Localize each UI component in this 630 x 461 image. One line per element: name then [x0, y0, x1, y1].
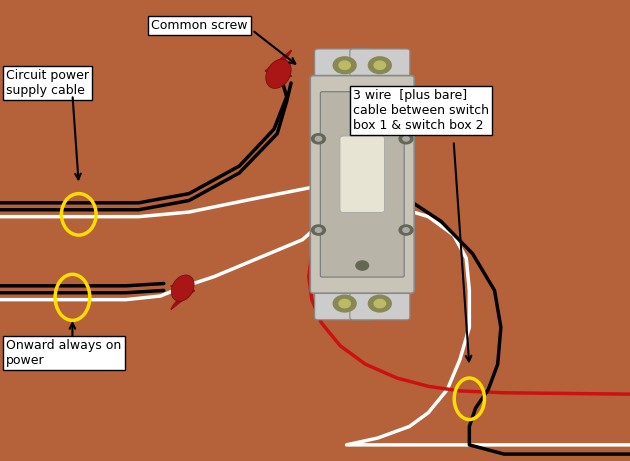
Circle shape	[339, 61, 350, 70]
Circle shape	[399, 225, 413, 235]
FancyBboxPatch shape	[314, 49, 375, 82]
Ellipse shape	[266, 59, 291, 89]
FancyBboxPatch shape	[350, 287, 410, 320]
Circle shape	[369, 295, 391, 312]
Circle shape	[333, 295, 356, 312]
FancyBboxPatch shape	[350, 49, 410, 82]
Circle shape	[311, 134, 325, 144]
Circle shape	[403, 228, 410, 232]
Text: Onward always on
power: Onward always on power	[6, 339, 122, 366]
Circle shape	[339, 299, 350, 308]
Ellipse shape	[171, 275, 194, 301]
FancyBboxPatch shape	[340, 136, 384, 213]
Polygon shape	[171, 286, 195, 309]
Circle shape	[369, 57, 391, 74]
Circle shape	[374, 61, 386, 70]
Circle shape	[399, 134, 413, 144]
Polygon shape	[265, 50, 292, 77]
Circle shape	[403, 136, 410, 141]
Text: 3 wire  [plus bare]
cable between switch
box 1 & switch box 2: 3 wire [plus bare] cable between switch …	[353, 89, 489, 132]
FancyBboxPatch shape	[310, 76, 415, 293]
Circle shape	[333, 57, 356, 74]
FancyBboxPatch shape	[320, 92, 404, 277]
Text: Circuit power
supply cable: Circuit power supply cable	[6, 69, 89, 97]
Circle shape	[315, 228, 322, 232]
Text: Common screw: Common screw	[151, 19, 248, 32]
Circle shape	[356, 261, 369, 270]
Circle shape	[374, 299, 386, 308]
FancyBboxPatch shape	[314, 287, 375, 320]
Circle shape	[315, 136, 322, 141]
Circle shape	[311, 225, 325, 235]
